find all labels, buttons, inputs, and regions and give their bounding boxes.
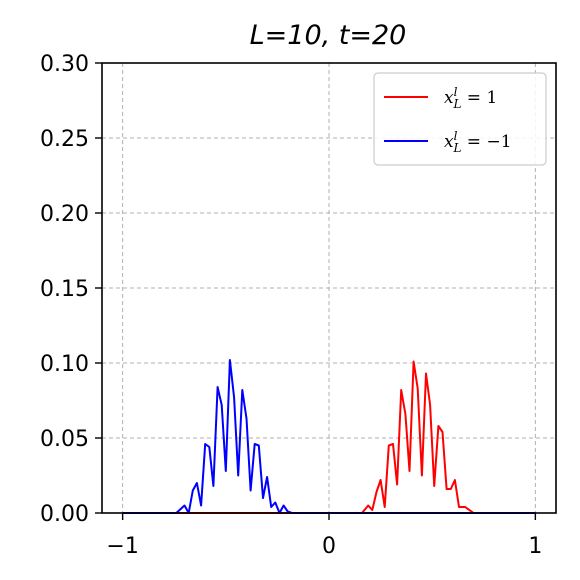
x-tick-label: 0: [322, 534, 336, 559]
y-tick-label: 0.00: [40, 502, 89, 527]
y-tick-label: 0.20: [40, 202, 89, 227]
series-line-x-1: [122, 360, 536, 514]
series-line-x-minus-1: [122, 359, 536, 514]
chart-title: L=10, t=20: [250, 20, 407, 51]
series-layer: [122, 359, 536, 514]
x-tick-label: 1: [528, 534, 542, 559]
legend-label-x-minus-1: xl L = −1: [444, 129, 512, 155]
legend: xl L = 1 xl L = −1: [373, 72, 547, 166]
y-tick-label: 0.10: [40, 352, 89, 377]
legend-label-x-1: xl L = 1: [444, 85, 497, 111]
y-tick-label: 0.25: [40, 127, 89, 152]
x-tick-label: −1: [106, 534, 138, 559]
y-tick-label: 0.15: [40, 277, 89, 302]
axis-ticks: 0.00 0.05 0.10 0.15 0.20 0.25 0.30 −1 0 1: [40, 52, 542, 559]
y-tick-label: 0.05: [40, 427, 89, 452]
y-tick-label: 0.30: [40, 52, 89, 77]
